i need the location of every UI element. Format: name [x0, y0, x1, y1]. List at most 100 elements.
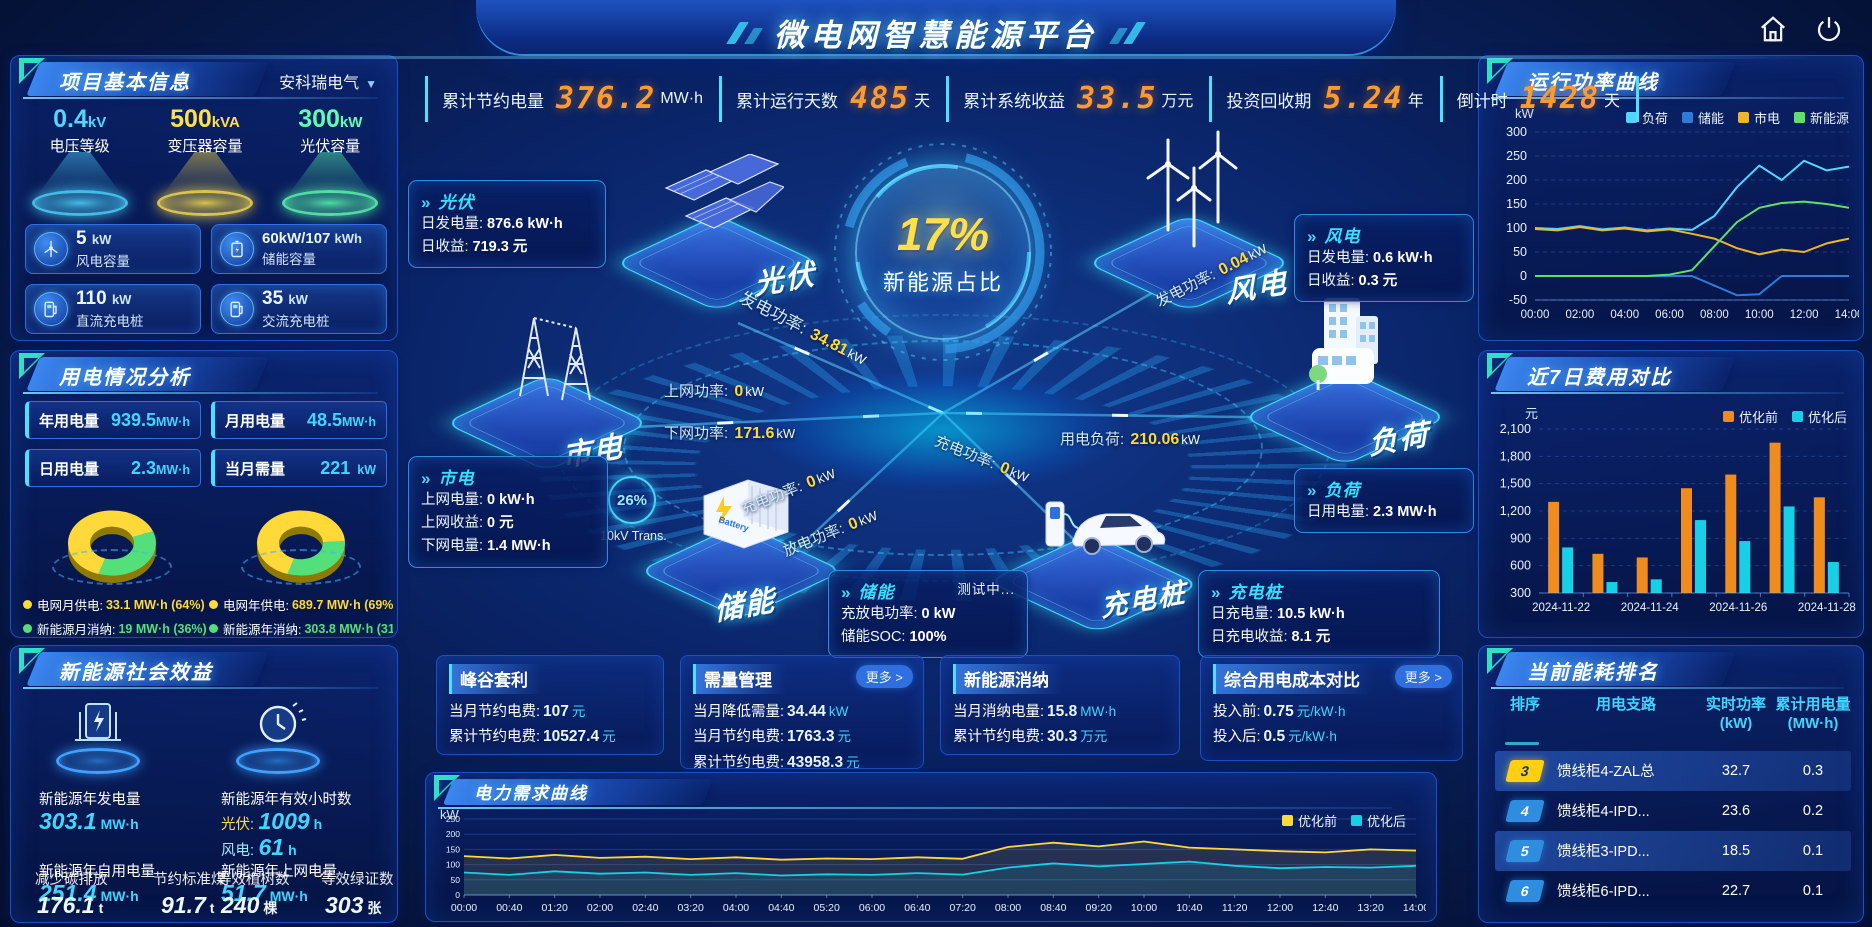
stat-0: 累计节约电量 376.2 MW·h	[425, 76, 719, 122]
more-button[interactable]: 更多 >	[1394, 665, 1452, 688]
svg-text:50: 50	[451, 875, 461, 885]
total-energy: 0.2	[1802, 802, 1824, 819]
node-wind[interactable]: 风电	[1085, 126, 1293, 316]
company-select[interactable]: 安科瑞电气 ▼	[279, 75, 377, 92]
project-info-header: 项目基本信息 安科瑞电气 ▼	[17, 58, 387, 100]
svg-text:00:00: 00:00	[451, 902, 477, 914]
info-box-line: 日发电量: 876.6 kW·h	[421, 216, 563, 232]
info-box-line: 日充电收益: 8.1 元	[1211, 629, 1331, 646]
legend-swatch	[1625, 112, 1637, 123]
y-axis-unit: 元	[1525, 406, 1539, 421]
card-需量管理: 需量管理 更多 > 当月降低需量: 34.44 kW 当月节约电费: 1763.3 元累计节约…	[680, 655, 924, 771]
node-label-ess: 储能	[713, 584, 777, 628]
node-load[interactable]: 负荷	[1241, 298, 1449, 470]
legend-name: 负荷	[1641, 111, 1668, 126]
legend-item-负荷[interactable]: 负荷	[1625, 108, 1668, 127]
realtime-power: 18.5	[1721, 842, 1751, 859]
renewable-ratio-label: 新能源占比	[882, 270, 1003, 295]
legend-label: 电网年供电:	[223, 599, 289, 613]
legend-dot	[209, 624, 218, 633]
info-box-line: 下网电量: 1.4 MW·h	[421, 538, 551, 555]
battery-container-icon: Battery	[703, 479, 789, 549]
svg-text:50: 50	[1513, 245, 1527, 259]
legend-item-优化前[interactable]: 优化前	[1722, 407, 1778, 426]
y-axis-unit: kW	[440, 807, 459, 822]
battery-icon	[220, 232, 254, 266]
svg-text:07:20: 07:20	[950, 902, 976, 914]
benefit-value: 303.1	[39, 808, 97, 834]
stat-value: 33.5	[1077, 81, 1158, 116]
svg-text:11:20: 11:20	[1222, 902, 1248, 914]
glow-ring	[156, 190, 253, 216]
more-button[interactable]: 更多 >	[855, 665, 913, 688]
legend-swatch	[1737, 112, 1749, 123]
home-icon[interactable]	[1758, 14, 1788, 44]
cost-compare-chart: 300 600 900 1,200 1,500 1,800 2,100 2024-11-22 2…	[1500, 422, 1856, 614]
legend-item-新能源[interactable]: 新能源	[1793, 108, 1849, 127]
svg-text:13:20: 13:20	[1358, 902, 1384, 914]
card-line: 累计节约电费: 10527.4 元	[449, 728, 616, 746]
svg-text:06:00: 06:00	[1655, 309, 1684, 321]
legend-name: 新能源	[1809, 111, 1849, 126]
total-energy: 0.3	[1802, 762, 1824, 779]
svg-text:10:00: 10:00	[1131, 902, 1157, 914]
benefit-label: 新能源年上网电量	[221, 864, 337, 880]
title-deco-left	[726, 21, 763, 44]
wind-icon	[34, 232, 68, 266]
pedestal-value: 0.4kV	[53, 105, 107, 133]
svg-text:0: 0	[455, 890, 460, 900]
table-row-rank-5[interactable]: 5 馈线柜3-IPD... 18.5 0.1	[1495, 830, 1851, 871]
legend-item-优化后[interactable]: 优化后	[1791, 407, 1847, 426]
transmission-tower-icon	[519, 317, 591, 401]
run-curve-header: 运行功率曲线	[1485, 58, 1853, 100]
arrow-icon: »	[1307, 227, 1318, 246]
donut-legend-0: 电网月供电: 33.1 MW·h (64%)	[23, 595, 207, 614]
card-title: 峰谷套利	[449, 664, 542, 694]
chevron-down-icon: ▼	[365, 77, 377, 91]
pedestal-2: 300kW 光伏容量	[271, 105, 389, 218]
info-box-load: » 负荷 日用电量: 2.3 MW·h	[1294, 468, 1474, 534]
stat-value: 5.24	[1323, 81, 1404, 116]
svg-text:900: 900	[1510, 531, 1531, 545]
title-deco-right	[1109, 21, 1146, 44]
legend-item-市电[interactable]: 市电	[1737, 108, 1780, 127]
capacity-card-text: 60kW/107 kWh 储能容量	[262, 230, 362, 267]
ranking-table: 排序 用电支路 实时功率 (kW) 累计用电量 (MW·h) 3 馈线柜4-ZAL总 32.7 0…	[1495, 696, 1851, 914]
panel-demand-curve: 电力需求曲线 优化前 优化后 kW 0 50 100 150 200 250 00:00 00:…	[425, 772, 1437, 922]
panel-title: 项目基本信息	[59, 72, 191, 94]
month-supply-donut	[32, 497, 192, 593]
pedestal-1: 500kVA 变压器容量	[146, 105, 264, 218]
branch-name: 馈线柜3-IPD...	[1557, 844, 1650, 860]
node-ess[interactable]: Battery 储能	[637, 454, 845, 627]
node-grid[interactable]: 市电	[443, 306, 651, 476]
usage-stat-value: 939.5MW·h	[110, 409, 190, 430]
legend-swatch	[1793, 112, 1805, 123]
top-banner: 微电网智慧能源平台	[0, 0, 1872, 66]
table-row-rank-3[interactable]: 3 馈线柜4-ZAL总 32.7 0.3	[1495, 750, 1851, 791]
legend-swatch	[1350, 815, 1362, 826]
orb-glow	[763, 370, 1123, 490]
info-box-wind: » 风电 日发电量: 0.6 kW·h 日收益: 0.3 元	[1294, 214, 1474, 303]
legend-item-储能[interactable]: 储能	[1681, 108, 1724, 127]
info-box-line: 上网收益: 0 元	[421, 515, 514, 532]
table-row-rank-4[interactable]: 4 馈线柜4-IPD... 23.6 0.2	[1495, 791, 1851, 831]
node-ev[interactable]: 充电桩	[987, 466, 1201, 636]
legend-item-优化后[interactable]: 优化后	[1350, 811, 1406, 830]
card-综合用电成本对比: 综合用电成本对比 更多 > 投入前: 0.75 元/kW·h 投入后: 0.5 元/kW·h	[1200, 655, 1463, 761]
stat-unit: 万元	[1161, 93, 1194, 110]
stat-unit: 天	[1603, 93, 1620, 110]
svg-text:04:00: 04:00	[723, 902, 749, 914]
svg-text:01:20: 01:20	[542, 902, 568, 914]
transformer-load-pct: 26%	[608, 476, 656, 524]
table-row-rank-6[interactable]: 6 馈线柜6-IPD... 22.7 0.1	[1495, 871, 1851, 911]
cost-compare-header: 近7日费用对比	[1485, 353, 1853, 395]
column-header-2: 实时功率 (kW)	[1705, 696, 1766, 732]
power-icon[interactable]	[1814, 14, 1844, 44]
realtime-power: 23.6	[1721, 802, 1751, 819]
node-pv[interactable]: 光伏	[613, 146, 821, 316]
usage-stat-label: 月用电量	[225, 412, 286, 430]
legend-item-优化前[interactable]: 优化前	[1281, 811, 1337, 830]
rank-badge-cell: 6	[1495, 879, 1555, 902]
transformer-label: 10kV Trans.	[600, 529, 667, 543]
